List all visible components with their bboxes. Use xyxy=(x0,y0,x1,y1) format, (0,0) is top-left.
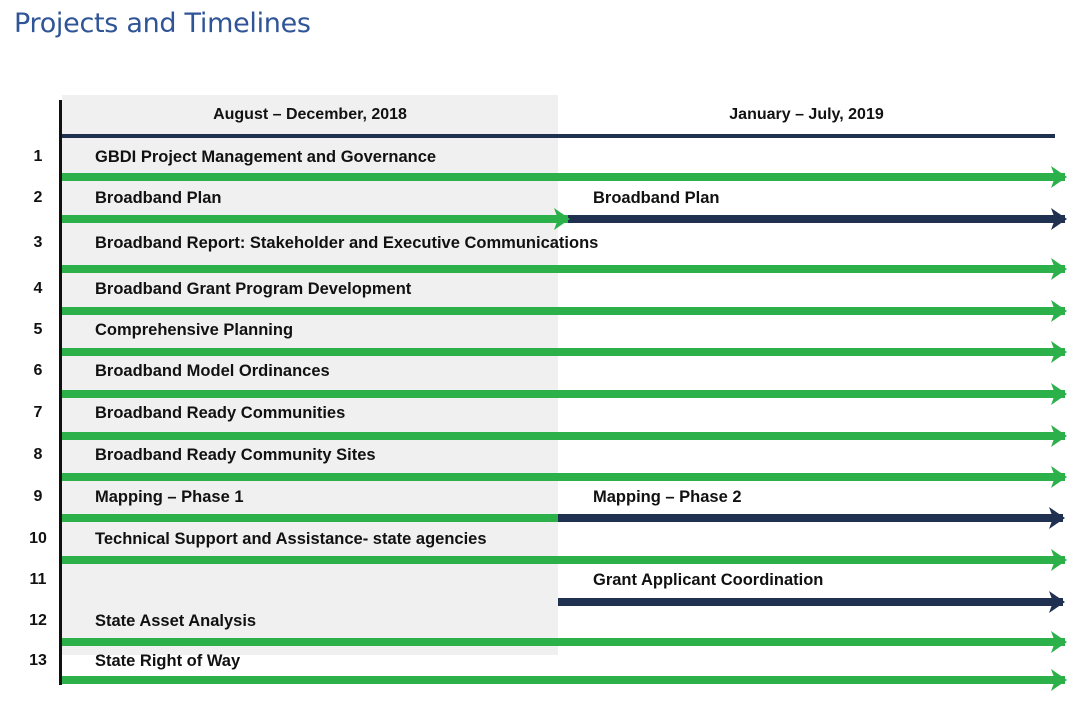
timeline-arrow-green xyxy=(62,173,1065,181)
timeline-arrow-green-arrowhead xyxy=(1051,258,1067,280)
row-label-2018: Broadband Model Ordinances xyxy=(95,362,330,380)
timeline-arrow-green xyxy=(62,432,1065,440)
row-label-2018: Technical Support and Assistance- state … xyxy=(95,530,487,548)
row-number: 5 xyxy=(33,321,43,338)
timeline-arrow-navy-arrowhead xyxy=(1051,208,1067,230)
row-number: 11 xyxy=(29,571,47,588)
period-header-2018: August – December, 2018 xyxy=(213,106,407,123)
timeline-bar-green xyxy=(62,514,558,522)
timeline-arrow-navy-arrowhead xyxy=(1049,591,1065,613)
row-label-2018: State Right of Way xyxy=(95,652,241,670)
row-number: 10 xyxy=(29,530,47,547)
timeline-arrow-green xyxy=(62,390,1065,398)
timeline-arrow-green xyxy=(62,473,1065,481)
timeline-arrow-green xyxy=(62,348,1065,356)
timeline-arrow-green-arrowhead xyxy=(1051,466,1067,488)
row-label-2018: Broadband Grant Program Development xyxy=(95,280,412,298)
timeline-arrow-navy xyxy=(558,598,1063,606)
timeline-arrow-green-arrowhead xyxy=(1051,166,1067,188)
row-label-2019: Grant Applicant Coordination xyxy=(593,571,824,589)
row-label-2018: Broadband Plan xyxy=(95,189,222,207)
timeline-arrow-green-arrowhead xyxy=(1051,549,1067,571)
row-label-2018: Comprehensive Planning xyxy=(95,321,294,339)
row-label-2019: Mapping – Phase 2 xyxy=(593,488,742,506)
row-axis-line xyxy=(59,100,62,685)
row-number: 6 xyxy=(33,362,43,379)
timeline-arrow-green-arrowhead xyxy=(1051,300,1067,322)
row-label-2019: Broadband Plan xyxy=(593,189,720,207)
timeline-arrow-green xyxy=(62,307,1065,315)
timeline-arrow-green xyxy=(62,676,1065,684)
row-number: 3 xyxy=(33,234,43,251)
row-number: 13 xyxy=(29,652,47,669)
row-number: 12 xyxy=(29,612,47,629)
timeline-arrow-green xyxy=(62,638,1065,646)
timeline-arrow-green xyxy=(62,556,1065,564)
header-divider xyxy=(62,134,1055,138)
timeline-arrow-green-arrowhead xyxy=(1051,341,1067,363)
row-number: 8 xyxy=(33,446,43,463)
page-title: Projects and Timelines xyxy=(14,8,311,39)
timeline-arrow-green-arrowhead xyxy=(1051,669,1067,691)
timeline-arrow-green xyxy=(62,265,1065,273)
row-number: 2 xyxy=(33,189,43,206)
row-number: 9 xyxy=(33,488,43,505)
timeline-arrow-green xyxy=(62,215,568,223)
timeline-arrow-green-arrowhead xyxy=(1051,383,1067,405)
row-label-2018: Mapping – Phase 1 xyxy=(95,488,244,506)
timeline-arrow-navy-arrowhead xyxy=(1049,507,1065,529)
timeline-arrow-green-arrowhead xyxy=(1051,631,1067,653)
period-header-2019: January – July, 2019 xyxy=(729,106,884,123)
row-label-2018: Broadband Ready Communities xyxy=(95,404,346,422)
timeline-arrow-green-arrowhead xyxy=(1051,425,1067,447)
timeline-arrow-green-arrowhead xyxy=(554,208,570,230)
row-label-2018: Broadband Report: Stakeholder and Execut… xyxy=(95,234,599,252)
row-number: 1 xyxy=(33,148,43,165)
row-label-2018: GBDI Project Management and Governance xyxy=(95,148,437,166)
row-number: 7 xyxy=(33,404,43,421)
row-label-2018: State Asset Analysis xyxy=(95,612,257,630)
timeline-arrow-navy xyxy=(558,215,1065,223)
row-label-2018: Broadband Ready Community Sites xyxy=(95,446,376,464)
timeline-arrow-navy xyxy=(558,514,1063,522)
row-number: 4 xyxy=(33,280,43,297)
